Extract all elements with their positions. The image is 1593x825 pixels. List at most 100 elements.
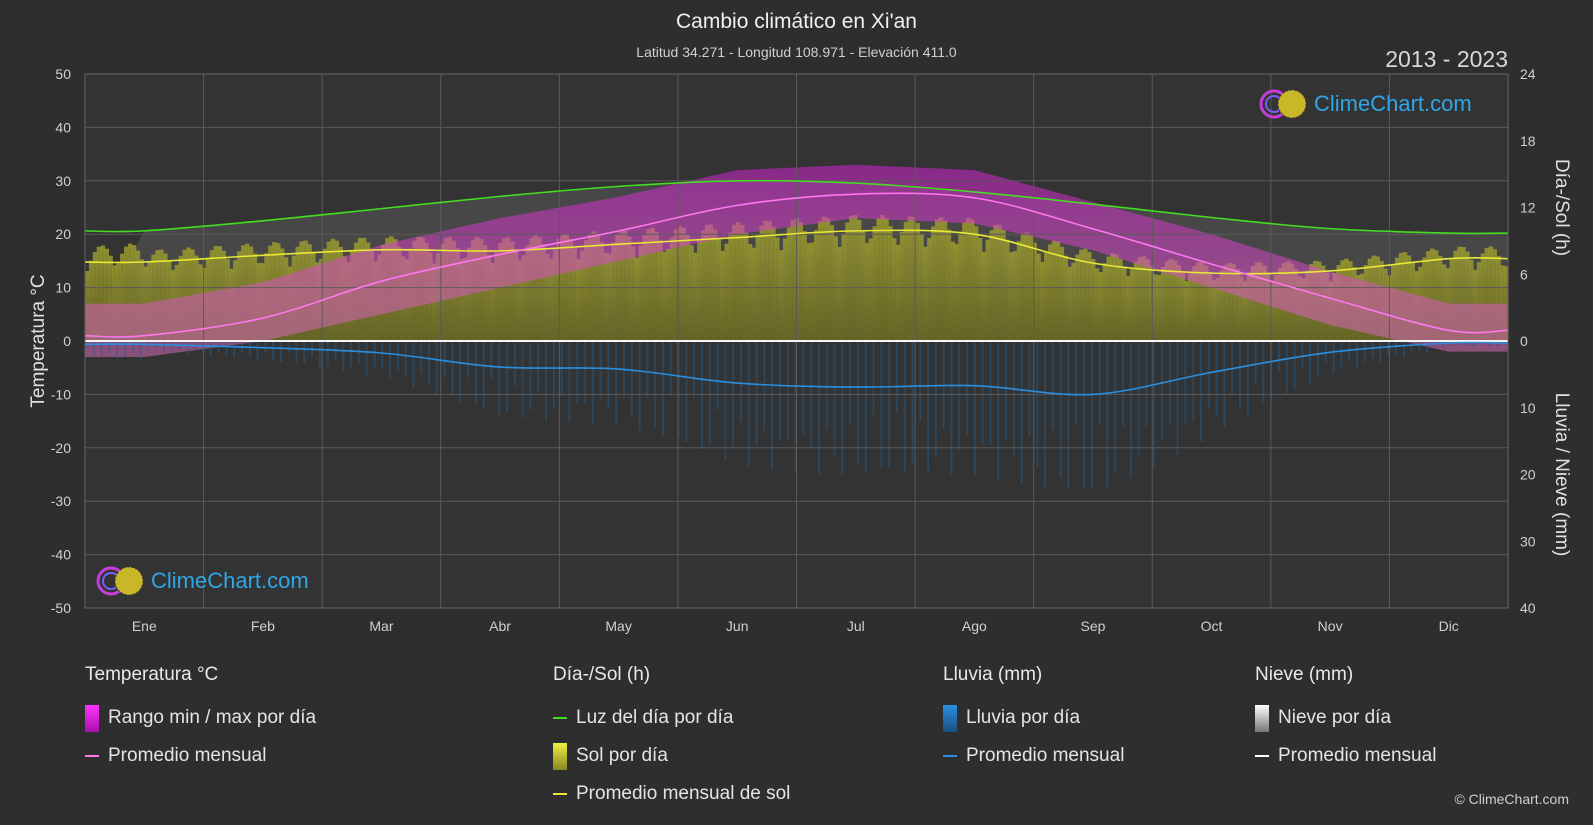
rain-bar xyxy=(350,341,353,368)
legend-temperature: Temperatura °C Rango min / max por día P… xyxy=(85,664,316,775)
rain-bar xyxy=(1044,341,1047,488)
sun-bar xyxy=(1250,266,1256,341)
rain-bar xyxy=(771,341,774,471)
left-axis-title: Temperatura °C xyxy=(28,274,49,407)
sun-bar xyxy=(509,241,515,341)
sun-bar xyxy=(1079,249,1084,341)
logo-top: ClimeChart.com xyxy=(1258,88,1472,120)
sun-bar xyxy=(1129,269,1135,341)
sun-bar xyxy=(120,253,125,341)
sun-bar xyxy=(162,253,168,341)
rain-bar xyxy=(646,341,649,398)
sun-bar xyxy=(708,224,714,341)
series-line-2 xyxy=(84,192,1509,338)
sun-bar xyxy=(159,249,164,341)
sun-bar xyxy=(135,250,141,341)
sun-bar xyxy=(100,245,106,341)
rain-bar xyxy=(685,341,688,442)
sun-bar xyxy=(966,218,971,341)
rain-bar xyxy=(1106,341,1109,488)
climate-chart: 50 40 30 20 10 0 -10 -20 -30 -40 -50 24 18 12 6 0 10 20 30… xyxy=(28,66,1572,634)
sun-bar xyxy=(903,221,909,341)
sun-bar xyxy=(814,230,819,341)
sun-bar xyxy=(1102,263,1108,341)
sun-bar xyxy=(697,240,702,341)
rain-bar xyxy=(389,341,392,380)
sun-bar xyxy=(147,262,152,341)
sun-bar xyxy=(1075,254,1080,341)
sun-bar xyxy=(973,226,979,341)
logo-text: ClimeChart.com xyxy=(151,568,309,593)
sun-bar xyxy=(759,225,764,341)
rain-bar xyxy=(817,341,820,475)
rain-bar xyxy=(880,341,883,469)
sun-bar xyxy=(661,251,667,341)
rain-bar xyxy=(599,341,602,401)
sun-bar xyxy=(1141,256,1147,341)
rain-bar xyxy=(1153,341,1156,467)
legend-label: Promedio mensual xyxy=(108,745,267,766)
rain-bar xyxy=(1114,341,1117,474)
rain-bar xyxy=(693,341,696,399)
sun-bar xyxy=(498,243,503,341)
rain-bar xyxy=(833,341,836,457)
sun-bar xyxy=(806,243,811,341)
sun-bar xyxy=(677,225,683,341)
series-line-3 xyxy=(84,341,1509,396)
rain-bar xyxy=(1098,341,1101,425)
sun-bar xyxy=(1235,268,1240,341)
rain-bar xyxy=(700,341,703,449)
sun-bar xyxy=(716,238,722,341)
sun-bar xyxy=(513,249,519,341)
sun-bar xyxy=(584,240,589,341)
rain-bar xyxy=(677,341,680,438)
sun-bar xyxy=(611,242,616,341)
rain-bar xyxy=(1394,341,1397,356)
rain-bar xyxy=(92,341,95,356)
rain-bar xyxy=(942,341,945,429)
rain-bar xyxy=(545,341,548,421)
sun-bar xyxy=(985,239,991,341)
rain-bar xyxy=(1293,341,1296,390)
rain-bar xyxy=(1192,341,1195,421)
daylight-swatch xyxy=(553,717,567,719)
sun-bar xyxy=(1492,249,1497,341)
series-line-1 xyxy=(84,229,1509,275)
right-precip-axis-title: Lluvia / Nieve (mm) xyxy=(1551,393,1572,557)
sun-bar xyxy=(747,244,753,341)
rain-bar xyxy=(1005,341,1008,441)
sun-bar xyxy=(853,214,858,341)
clime-logo-icon xyxy=(1259,89,1307,119)
rain-bar xyxy=(1355,341,1358,369)
sun-bar xyxy=(182,249,187,341)
sun-bar xyxy=(1032,242,1037,341)
left-tick-label: 30 xyxy=(55,173,71,189)
sun-bar xyxy=(1001,230,1006,341)
sun-bar xyxy=(533,235,538,341)
rain-bar xyxy=(607,341,610,408)
month-label: Jun xyxy=(726,618,749,634)
rain-bar xyxy=(498,341,501,415)
rain-bar xyxy=(950,341,953,475)
sun-bar xyxy=(880,215,885,341)
rain-bar xyxy=(435,341,438,396)
sun-bar xyxy=(1476,262,1482,341)
sun-bar xyxy=(1461,247,1466,341)
sun-bar xyxy=(1137,257,1143,341)
legend-label: Lluvia por día xyxy=(966,707,1081,728)
legend-label: Sol por día xyxy=(576,745,668,766)
rain-bar xyxy=(1207,341,1210,409)
year-range: 2013 - 2023 xyxy=(1385,46,1508,72)
sun-bar xyxy=(673,229,679,341)
sun-bar xyxy=(790,220,796,341)
sun-bar xyxy=(712,229,718,341)
sun-bar xyxy=(704,224,710,341)
month-label: Feb xyxy=(251,618,275,634)
sun-bar xyxy=(1270,280,1275,341)
sun-bar xyxy=(1110,253,1115,341)
sun-bar xyxy=(778,250,784,341)
rain-bar xyxy=(1051,341,1054,431)
sun-bar xyxy=(907,216,913,341)
right-hours-tick-label: 24 xyxy=(1520,66,1536,82)
rain-bar xyxy=(264,341,267,353)
